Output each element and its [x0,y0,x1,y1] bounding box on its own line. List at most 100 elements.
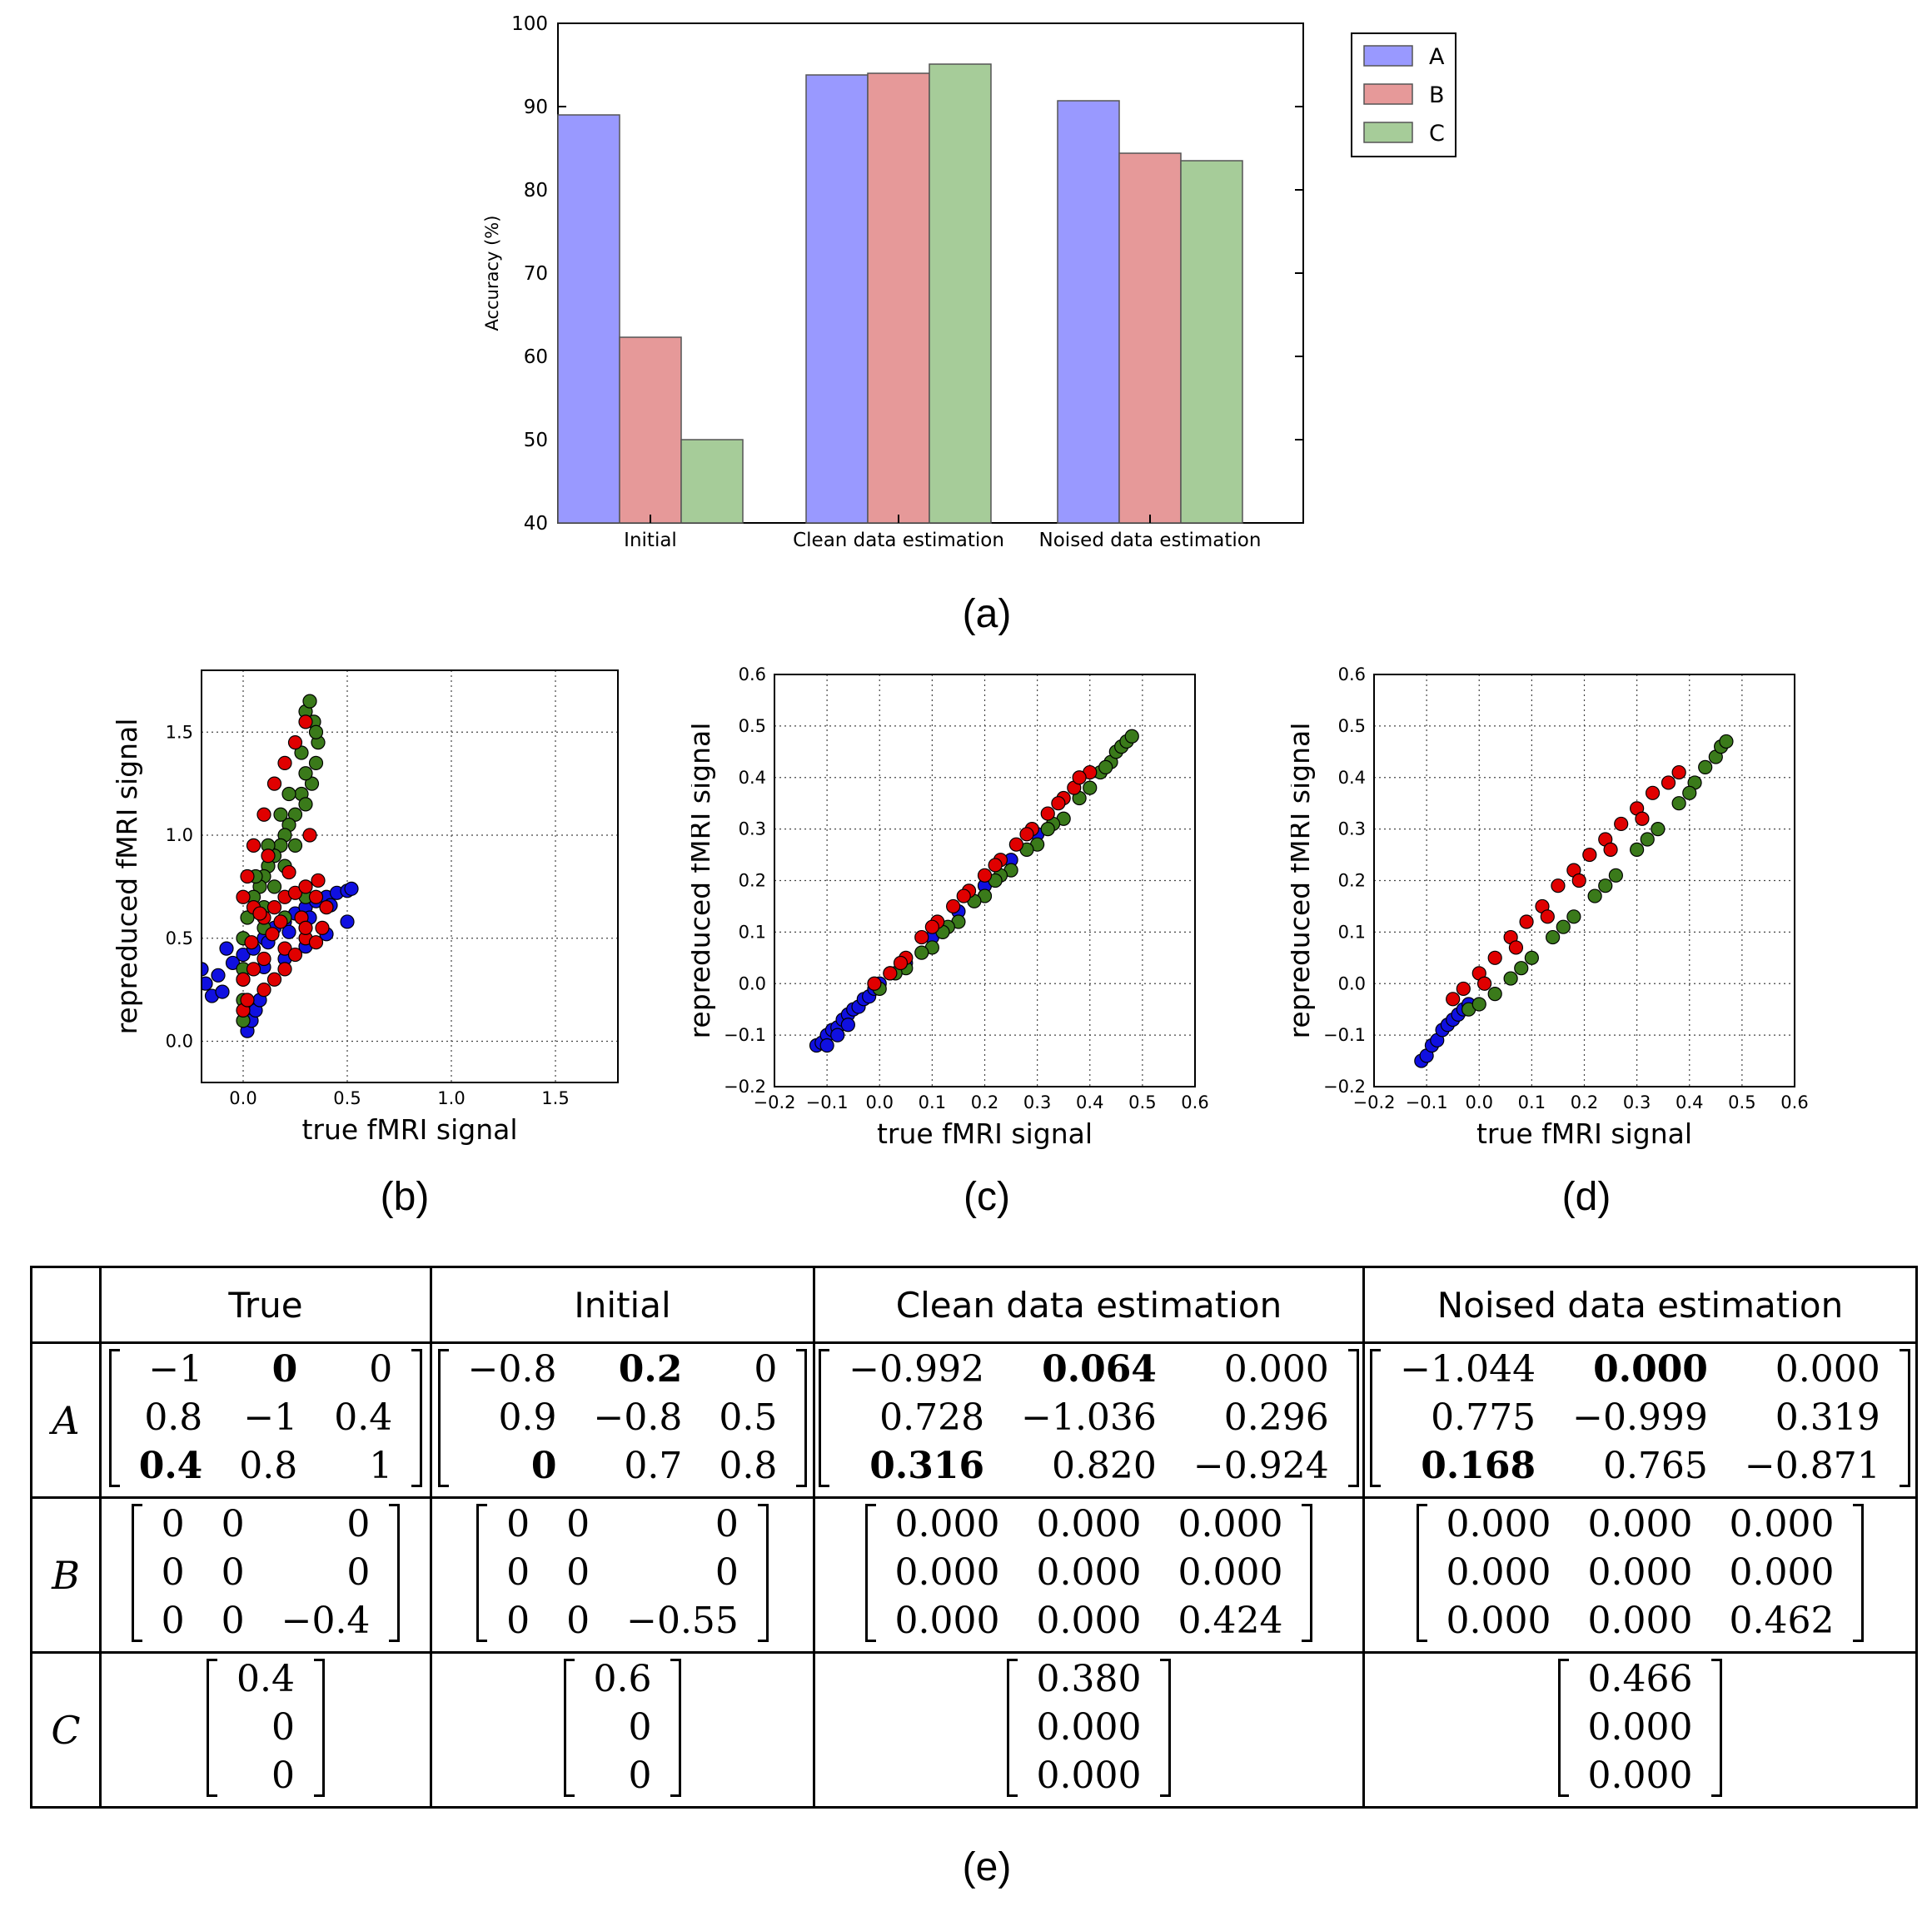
point-red [956,888,971,903]
table-header-noised: Noised data estimation [1362,1266,1918,1344]
point-green [287,807,303,822]
x-tick-label: 0.4 [1676,1092,1703,1112]
point-blue [840,1018,855,1033]
y-tick-label: −0.2 [724,1077,766,1097]
point-blue [211,968,226,983]
parameter-matrix-table: True Initial Clean data estimation Noise… [30,1266,1918,1809]
point-blue [202,962,209,977]
point-green [1671,796,1686,811]
matrix-B-noised: 0.000 0.000 0.000 0.000 0.000 0.000 0.000 0.0… [1362,1496,1918,1654]
plot-frame [1373,674,1795,1087]
matrix-A-noised: −1.044 0.000 0.000 0.775 −0.999 0.319 0.168 0… [1362,1341,1918,1499]
vector-C-noised: 0.466 0.000 0.000 [1362,1651,1918,1809]
y-tick-label: 0.5 [166,928,193,948]
y-tick-label: 0.2 [739,871,766,891]
point-red [287,947,303,963]
point-green [1503,971,1518,986]
vector-bracket: 0.6 0 0 [563,1655,682,1800]
point-red [298,920,313,935]
legend-swatch-B [1363,83,1413,105]
y-tick-label: 0.5 [739,716,766,736]
point-red [1008,837,1023,852]
y-tick-label: 0.1 [1338,922,1366,942]
point-green [1719,734,1734,749]
table-header-clean: Clean data estimation [813,1266,1365,1344]
point-red [315,920,330,935]
caption-d: (d) [1561,1175,1611,1219]
point-green [1471,997,1486,1012]
scatter-plot-d: −0.2 −0.1 0.0 0.1 0.2 0.3 0.4 0.5 0.6 −0.2 −0.1 0.0… [1291,664,1809,1150]
y-tick-label: 0.0 [739,973,766,993]
point-green [1098,759,1113,774]
x-tick-label: Clean data estimation [793,530,1004,551]
point-red [256,983,271,998]
y-tick-label: 0.6 [739,664,766,684]
point-red [246,838,261,853]
point-red [1540,909,1555,924]
legend-label-A: A [1429,44,1445,70]
x-axis-label: true fMRI signal [301,1113,517,1146]
y-tick-label: 0.4 [1338,768,1366,788]
point-red [1661,775,1676,790]
point-red [273,914,288,929]
point-blue [236,947,251,963]
point-red [1051,796,1066,811]
point-red [252,906,267,921]
point-green [273,807,288,822]
matrix-bracket: 0.000 0.000 0.000 0.000 0.000 0.000 0.000 0.0… [1416,1500,1865,1645]
point-red [893,955,909,971]
x-tick-label: −0.1 [806,1092,849,1112]
scatter-points [809,729,1139,1053]
y-tick-label: 0.4 [739,768,766,788]
y-axis-label: repreduced fMRI signal [111,719,143,1035]
point-green [298,766,313,781]
point-red [946,898,961,914]
point-green [294,745,309,760]
point-red [277,941,292,956]
point-red [277,755,292,770]
point-red [246,962,261,977]
scatter-points [1414,734,1734,1068]
point-red [1551,878,1566,893]
table-header-initial: Initial [430,1266,815,1344]
point-red [311,873,326,888]
y-tick-label: 0.3 [1338,819,1366,839]
y-tick-label: 60 [524,346,548,368]
y-tick-label: −0.1 [1323,1025,1366,1045]
point-green [1514,961,1529,976]
y-tick-label: 0.0 [166,1032,193,1052]
vector-bracket: 0.4 0 0 [207,1655,325,1800]
y-tick-label: 0.0 [1338,973,1366,993]
x-tick-label: 0.5 [333,1088,361,1108]
x-tick-label: Noised data estimation [1039,530,1262,551]
point-red [1671,764,1686,780]
point-red [1614,816,1629,832]
y-tick-label: 1.0 [166,825,193,845]
bar-B [867,72,930,524]
y-axis-label: repreduced fMRI signal [691,723,716,1039]
point-red [240,868,255,884]
y-axis-label: Accuracy (%) [482,216,502,331]
x-tick-label: −0.1 [1406,1092,1448,1112]
point-red [298,714,313,729]
y-axis-label: repreduced fMRI signal [1291,723,1316,1039]
matrix-bracket: −0.992 0.064 0.000 0.728 −1.036 0.296 0.316 0… [819,1346,1359,1490]
point-green [308,724,324,739]
legend-label-C: C [1429,121,1445,147]
y-tick-label: 100 [511,13,548,35]
x-tick-label: 0.5 [1728,1092,1755,1112]
table-row-C: C 0.4 0 0 0.6 0 0 0.380 0.000 0.000 0.466 0.000… [30,1651,1918,1809]
accuracy-bar-chart: 40 50 60 70 80 90 100 Accuracy (%) Initial Clean … [482,13,1456,551]
x-tick-label: 0.1 [919,1092,946,1112]
vector-bracket: 0.466 0.000 0.000 [1557,1655,1723,1800]
table-header-row: True Initial Clean data estimation Noise… [30,1266,1918,1344]
point-red [867,976,882,991]
point-green [266,879,282,894]
point-green [1556,919,1571,934]
bar-C [680,439,744,524]
point-green [298,797,313,812]
point-green [1587,888,1602,903]
point-green [1608,868,1623,883]
